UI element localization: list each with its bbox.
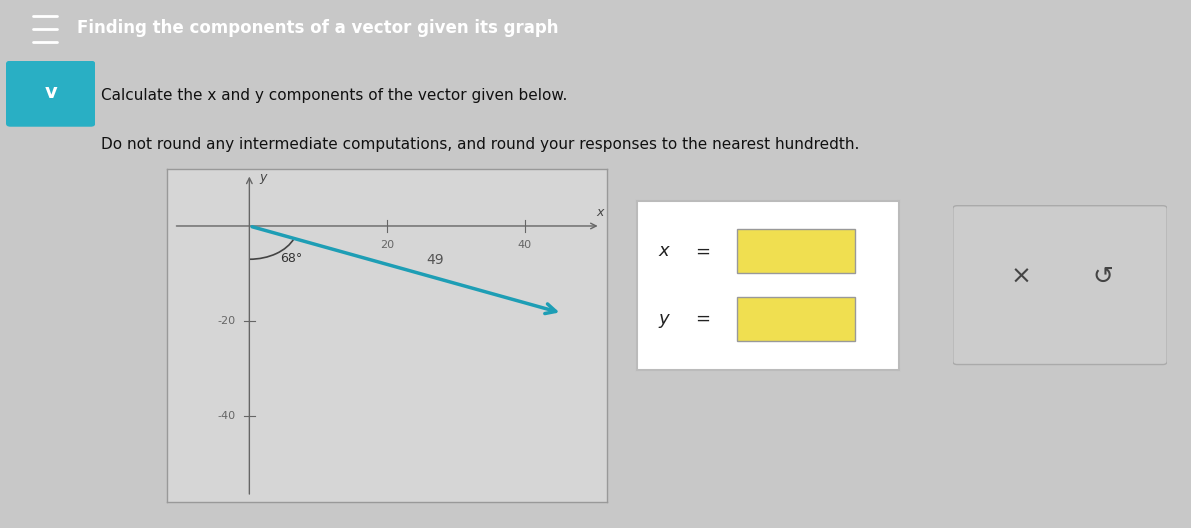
Text: x: x (597, 206, 604, 219)
Text: 40: 40 (518, 240, 532, 250)
Text: ↺: ↺ (1092, 265, 1114, 289)
FancyBboxPatch shape (953, 206, 1167, 364)
FancyBboxPatch shape (6, 61, 95, 127)
FancyBboxPatch shape (737, 229, 855, 274)
Text: Calculate the x and y components of the vector given below.: Calculate the x and y components of the … (101, 88, 568, 102)
Text: -40: -40 (218, 411, 236, 421)
FancyBboxPatch shape (737, 297, 855, 341)
Text: -20: -20 (218, 316, 236, 326)
Text: y: y (659, 310, 669, 328)
Text: 68°: 68° (280, 252, 303, 265)
Text: 20: 20 (380, 240, 394, 250)
Text: ×: × (1011, 265, 1031, 289)
Text: 49: 49 (426, 253, 444, 267)
Text: =: = (694, 310, 710, 328)
Text: y: y (260, 171, 267, 184)
Text: x: x (659, 242, 669, 260)
Text: =: = (694, 242, 710, 260)
Text: Do not round any intermediate computations, and round your responses to the near: Do not round any intermediate computatio… (101, 137, 860, 152)
Text: v: v (44, 83, 57, 102)
Text: Finding the components of a vector given its graph: Finding the components of a vector given… (77, 18, 559, 37)
